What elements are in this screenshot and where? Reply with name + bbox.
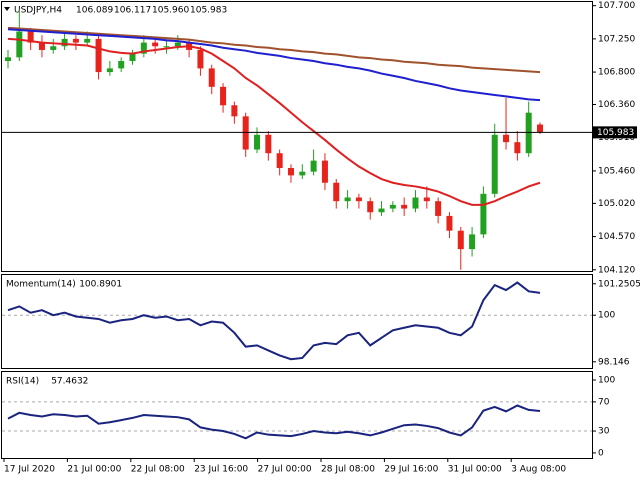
- y-tick-label: 107.250: [598, 34, 635, 44]
- x-tick-label: 29 Jul 16:00: [384, 465, 438, 475]
- candle-body: [231, 105, 238, 117]
- candle-body: [491, 134, 498, 194]
- candle-body: [61, 38, 68, 47]
- price-panel: [1, 1, 593, 272]
- indicator-title: RSI(14): [6, 377, 39, 387]
- y-tick-label: 104.570: [598, 232, 635, 242]
- candle-body: [378, 208, 385, 213]
- y-tick-label: 101.2505: [598, 279, 640, 289]
- candle-body: [367, 201, 374, 213]
- indicator-value: 57.4632: [51, 377, 88, 387]
- y-tick-label: 105.460: [598, 166, 635, 176]
- candle-body: [72, 38, 79, 43]
- candle-body: [469, 234, 476, 250]
- y-tick-label: 100: [598, 376, 615, 386]
- moving-average: [7, 37, 541, 206]
- candle-body: [537, 124, 543, 133]
- indicator-value: 100.8901: [79, 280, 122, 290]
- y-tick-label: 104.120: [598, 265, 635, 275]
- y-tick-label: 30: [598, 427, 610, 437]
- candle-body: [401, 204, 408, 209]
- candle-body: [129, 53, 136, 62]
- candle-body: [174, 42, 181, 47]
- y-tick-label: 105.020: [598, 199, 635, 209]
- candle-body: [412, 197, 419, 209]
- candle-body: [435, 201, 442, 216]
- candle-body: [310, 160, 317, 172]
- candle-body: [321, 160, 328, 183]
- candle-body: [106, 68, 113, 73]
- candle-body: [446, 215, 453, 231]
- candle-body: [38, 42, 45, 50]
- rsi-panel: [1, 371, 593, 459]
- x-tick-label: 21 Jul 00:00: [67, 465, 121, 475]
- moving-average: [7, 26, 541, 74]
- candle-body: [503, 134, 510, 143]
- candle-body: [27, 31, 34, 43]
- x-tick-label: 27 Jul 00:00: [258, 465, 312, 475]
- candle-body: [5, 57, 11, 62]
- menu-arrow[interactable]: [4, 7, 10, 11]
- candle-body: [299, 171, 306, 176]
- moving-average: [7, 28, 541, 102]
- price-label: 105.983: [597, 128, 634, 138]
- candle-body: [389, 204, 396, 209]
- candle-body: [525, 112, 532, 154]
- candle-body: [140, 42, 147, 54]
- candle-body: [480, 193, 487, 235]
- ohlc-value: 106.117: [114, 6, 151, 16]
- candle-body: [118, 61, 125, 69]
- candle-body: [287, 167, 294, 176]
- candle-body: [265, 134, 272, 154]
- candle-body: [197, 49, 204, 69]
- candle-body: [163, 46, 170, 48]
- ohlc-value: 106.089: [76, 6, 113, 16]
- indicator-line: [7, 281, 541, 361]
- candle-body: [242, 116, 249, 150]
- candle-body: [355, 197, 362, 202]
- momentum-panel: [1, 274, 593, 369]
- candle-body: [16, 31, 23, 58]
- candle-body: [50, 46, 57, 50]
- y-tick-label: 106.800: [598, 68, 635, 78]
- ohlc-value: 105.960: [152, 6, 189, 16]
- indicator-title: Momentum(14): [6, 280, 76, 290]
- y-tick-label: 106.360: [598, 100, 635, 110]
- y-tick-label: 70: [598, 397, 610, 407]
- x-tick-label: 23 Jul 16:00: [194, 465, 248, 475]
- x-tick-label: 28 Jul 08:00: [321, 465, 375, 475]
- ohlc-value: 105.983: [190, 6, 227, 16]
- y-tick-label: 107.700: [598, 1, 635, 11]
- candle-body: [457, 230, 464, 250]
- candle-body: [152, 42, 159, 47]
- chart-title: USDJPY,H4: [14, 6, 62, 16]
- candle-body: [276, 153, 283, 168]
- candle-body: [333, 182, 340, 202]
- x-tick-label: 17 Jul 2020: [4, 465, 55, 475]
- y-tick-label: 98.146: [598, 357, 630, 367]
- x-tick-label: 3 Aug 08:00: [511, 465, 566, 475]
- price-label-box: [593, 126, 637, 139]
- candle-body: [254, 134, 261, 150]
- candle-body: [514, 142, 521, 154]
- candle-body: [344, 197, 351, 202]
- candle-body: [95, 38, 102, 73]
- y-tick-label: 100: [598, 311, 615, 321]
- candle-body: [84, 38, 91, 43]
- indicator-line: [7, 404, 541, 440]
- candle-body: [208, 68, 215, 87]
- y-tick-label: 0: [598, 448, 604, 458]
- candle-body: [423, 197, 430, 202]
- x-tick-label: 31 Jul 00:00: [448, 465, 502, 475]
- candle-body: [220, 86, 227, 106]
- x-tick-label: 22 Jul 08:00: [131, 465, 185, 475]
